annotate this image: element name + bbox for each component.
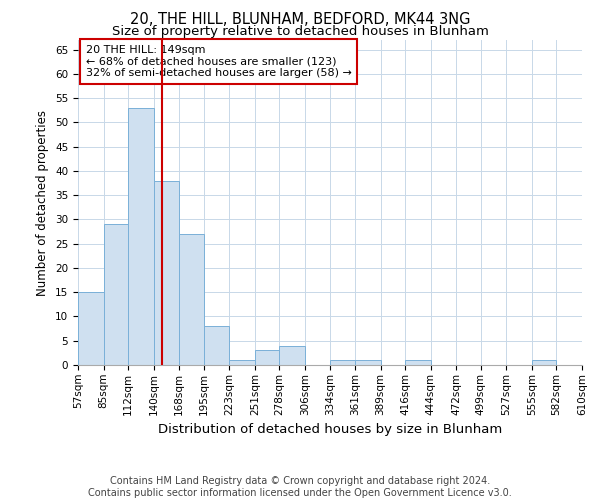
Bar xyxy=(154,180,179,365)
Bar xyxy=(331,360,355,365)
Bar xyxy=(255,350,280,365)
Bar xyxy=(355,360,380,365)
Bar xyxy=(204,326,229,365)
Bar xyxy=(128,108,154,365)
Text: 20, THE HILL, BLUNHAM, BEDFORD, MK44 3NG: 20, THE HILL, BLUNHAM, BEDFORD, MK44 3NG xyxy=(130,12,470,28)
Y-axis label: Number of detached properties: Number of detached properties xyxy=(37,110,49,296)
Text: Contains HM Land Registry data © Crown copyright and database right 2024.
Contai: Contains HM Land Registry data © Crown c… xyxy=(88,476,512,498)
Bar xyxy=(104,224,128,365)
Bar xyxy=(405,360,431,365)
Bar xyxy=(179,234,204,365)
Text: 20 THE HILL: 149sqm
← 68% of detached houses are smaller (123)
32% of semi-detac: 20 THE HILL: 149sqm ← 68% of detached ho… xyxy=(86,45,352,78)
Bar xyxy=(532,360,556,365)
X-axis label: Distribution of detached houses by size in Blunham: Distribution of detached houses by size … xyxy=(158,423,502,436)
Bar xyxy=(78,292,104,365)
Bar xyxy=(229,360,255,365)
Bar xyxy=(280,346,305,365)
Text: Size of property relative to detached houses in Blunham: Size of property relative to detached ho… xyxy=(112,25,488,38)
